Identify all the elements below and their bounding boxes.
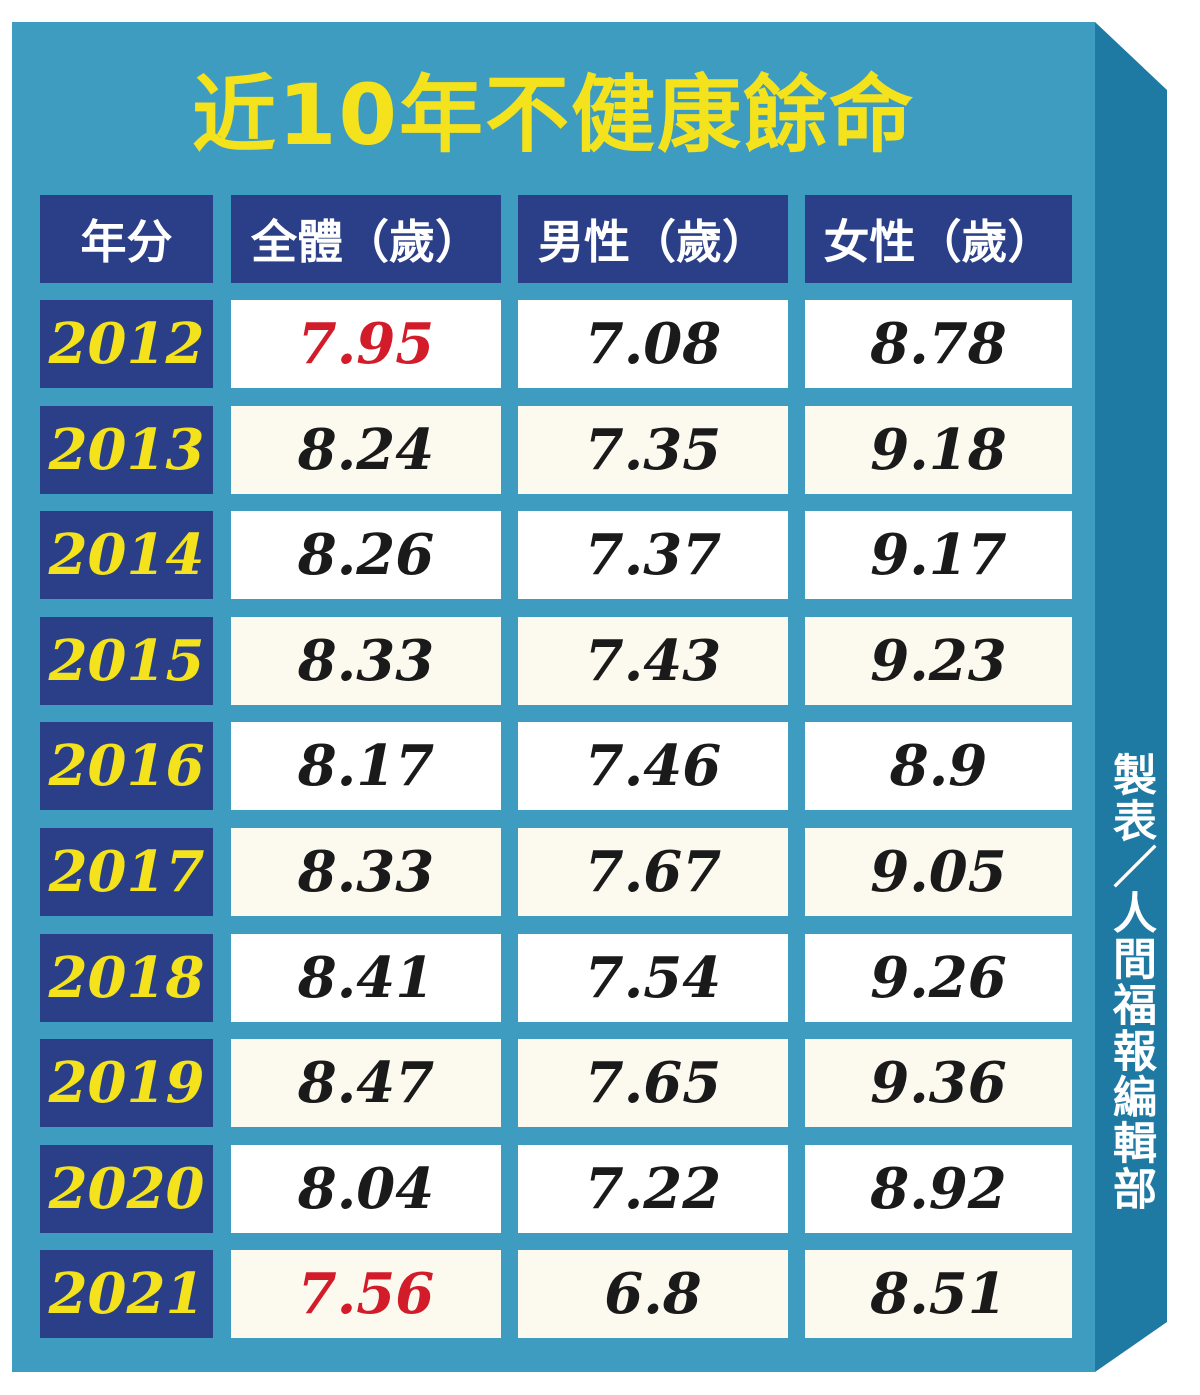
value-cell: 9.05 (805, 828, 1072, 916)
title: 近10年不健康餘命 (192, 66, 915, 164)
value-cell: 7.35 (518, 405, 788, 494)
value-cell: 7.67 (518, 828, 788, 916)
value-cell: 9.17 (805, 511, 1072, 600)
year-cell: 2015 (40, 616, 213, 705)
year-cell: 2016 (40, 722, 213, 811)
year-cell: 2021 (40, 1250, 213, 1339)
value-cell: 8.33 (231, 828, 501, 916)
header-cell: 年分 (40, 195, 213, 283)
value-cell: 8.41 (231, 933, 501, 1022)
value-cell: 9.23 (805, 616, 1072, 705)
value-cell: 7.56 (231, 1250, 501, 1339)
value-cell: 8.51 (805, 1250, 1072, 1339)
value-cell: 8.26 (231, 511, 501, 600)
year-cell: 2017 (40, 828, 213, 916)
value-cell: 8.17 (231, 722, 501, 811)
panel-edge (1095, 22, 1167, 1372)
header-cell: 女性（歲） (805, 195, 1072, 283)
year-cell: 2018 (40, 933, 213, 1022)
value-cell: 8.33 (231, 616, 501, 705)
value-cell: 7.65 (518, 1039, 788, 1128)
value-cell: 6.8 (518, 1250, 788, 1339)
header-cell: 全體（歲） (231, 195, 501, 283)
value-cell: 7.54 (518, 933, 788, 1022)
value-cell: 9.36 (805, 1039, 1072, 1128)
value-cell: 8.04 (231, 1144, 501, 1233)
year-cell: 2014 (40, 511, 213, 600)
value-cell: 7.43 (518, 616, 788, 705)
value-cell: 7.08 (518, 300, 788, 388)
credit: 製表／人間福報編輯部 (1105, 752, 1156, 1212)
value-cell: 7.22 (518, 1144, 788, 1233)
year-cell: 2012 (40, 300, 213, 388)
year-cell: 2013 (40, 405, 213, 494)
value-cell: 8.47 (231, 1039, 501, 1128)
value-cell: 8.9 (805, 722, 1072, 811)
value-cell: 8.92 (805, 1144, 1072, 1233)
value-cell: 8.78 (805, 300, 1072, 388)
value-cell: 7.95 (231, 300, 501, 388)
value-cell: 7.37 (518, 511, 788, 600)
value-cell: 9.18 (805, 405, 1072, 494)
header-cell: 男性（歲） (518, 195, 788, 283)
value-cell: 8.24 (231, 405, 501, 494)
value-cell: 7.46 (518, 722, 788, 811)
year-cell: 2020 (40, 1144, 213, 1233)
value-cell: 9.26 (805, 933, 1072, 1022)
year-cell: 2019 (40, 1039, 213, 1128)
